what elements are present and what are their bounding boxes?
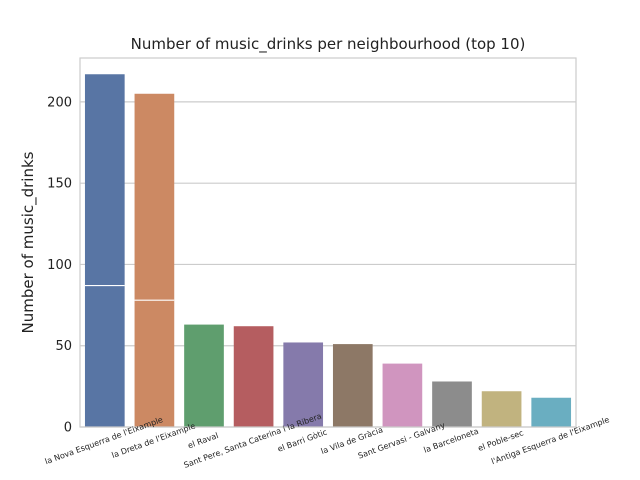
y-tick-labels: 0 50 100 150 200 xyxy=(47,95,72,435)
y-tick-label: 200 xyxy=(47,95,72,110)
bar xyxy=(332,344,373,427)
bar-overlay-lines xyxy=(84,284,175,301)
plot-frame xyxy=(79,57,577,428)
bar xyxy=(432,381,472,427)
bar xyxy=(283,342,324,427)
y-tick-label: 150 xyxy=(47,177,72,192)
y-axis-label: Number of music_drinks xyxy=(19,151,38,333)
chart-title: Number of music_drinks per neighbourhood… xyxy=(131,35,526,54)
bar xyxy=(84,74,125,428)
bar xyxy=(184,324,224,427)
bar xyxy=(233,326,274,427)
y-tick-label: 0 xyxy=(64,421,72,436)
bar xyxy=(481,391,522,427)
bar xyxy=(134,93,175,427)
bar xyxy=(382,363,423,427)
y-tick-label: 100 xyxy=(47,258,72,273)
bar xyxy=(531,397,572,427)
x-tick-label: el Raval xyxy=(187,431,220,450)
bars xyxy=(84,74,572,428)
y-tick-label: 50 xyxy=(55,339,72,354)
